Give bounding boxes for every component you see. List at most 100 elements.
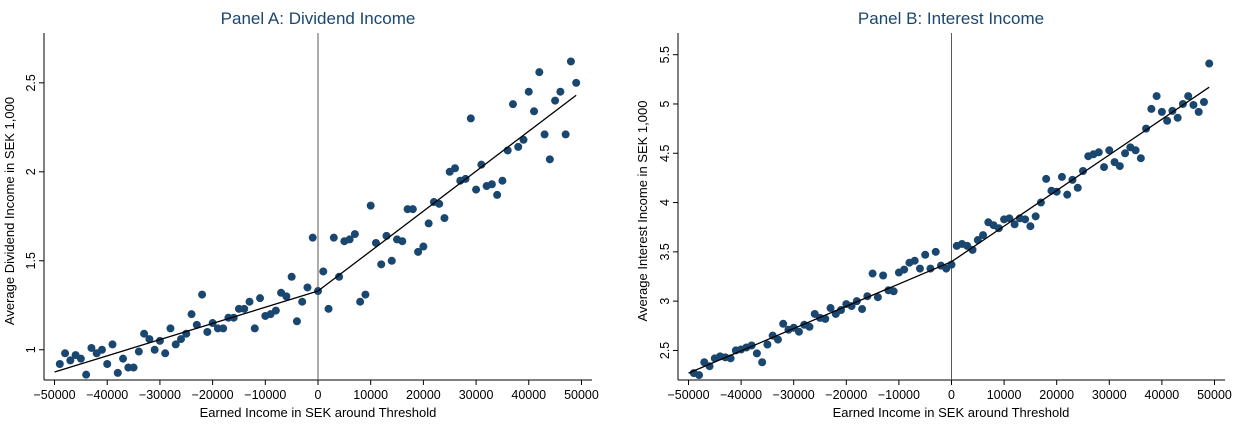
panel-a-data-point [166,324,175,333]
panel-b-data-point [1115,162,1124,171]
panel-a-data-point [561,130,570,139]
panel-a-data-point [298,297,307,306]
panel-a-data-point [451,164,459,173]
panel-b-x-tick-label: 10000 [987,388,1022,402]
panel-a-data-point [371,238,380,247]
panel-a-plot-area: −50000 −40000 −30000 −20000 −10000 0 10000 2000… [24,33,599,402]
panel-b-data-point [847,302,856,311]
panel-a-data-point [61,349,70,358]
panel-a-data-point [256,294,265,303]
panel-b-x-tick-label: −20000 [825,388,867,402]
panel-b-data-point [1042,174,1051,183]
panel-a-x-tick-label: 10000 [353,388,388,402]
panel-a-data-point [192,320,201,329]
panel-a-data-point [303,283,312,292]
panel-a-data-point [329,233,338,242]
panel-b-y-tick-label: 4.5 [658,145,672,162]
panel-b-data-point [968,245,977,254]
panel-b-title: Panel B: Interest Income [858,9,1044,28]
panel-a-data-point [108,340,117,349]
panel-a-y-tick-label: 2.5 [24,74,38,91]
panel-a-data-point [134,347,143,356]
panel-b-data-point [1100,163,1109,172]
panel-a-data-point [150,345,159,354]
panel-b-y-tick-label: 5 [658,100,672,107]
panel-a-data-point [424,219,433,228]
panel-b-plot-area: −50000 −40000 −30000 −20000 −10000 0 10000 2000… [658,33,1232,402]
panel-a-data-point [487,180,496,189]
panel-a-data-point [66,356,75,365]
panel-b-data-point [1105,146,1114,155]
panel-a-data-point [419,242,428,251]
panel-a-data-point [514,142,523,151]
panel-b-data-point [794,327,803,336]
panel-a-data-point [113,368,122,377]
panel-a-y-tick-label: 1 [24,346,38,353]
panel-a-data-point [545,155,554,164]
panel-b-data-point [1131,146,1140,155]
panel-b-data-point [695,371,704,380]
panel-a-x-tick-label: −10000 [244,388,286,402]
panel-a-data-point [366,201,375,210]
panel-a-data-point [292,317,301,326]
panel-a-data-point [556,87,565,96]
panel-b-data-point [889,287,898,296]
panel-b-y-axis-label: Average Interest Income in SEK 1,000 [635,101,650,322]
panel-b-y-tick-label: 4 [658,199,672,206]
panel-b-data-point [915,264,924,273]
panel-a-data-point [145,335,154,344]
panel-a-y-tick-label: 2 [24,168,38,175]
panel-a-data-point [82,370,91,379]
panel-b-x-tick-label: −50000 [667,388,709,402]
panel-b-data-point [763,340,772,349]
panel-b-data-point [1021,215,1030,224]
panel-a-data-point [119,354,128,363]
panel-b-data-point [1063,190,1072,199]
panel-b-data-point [1078,167,1087,176]
panel-b-x-tick-label: 40000 [1145,388,1180,402]
panel-b-data-point [1094,148,1103,157]
panel-b-data-point [994,224,1003,233]
panel-a-x-tick-label: 50000 [564,388,599,402]
panel-b-x-tick-label: 0 [948,388,955,402]
panel-b-data-point [873,293,882,302]
panel-a-data-point [530,107,539,116]
panel-a-data-point [361,290,370,299]
panel-b-interest-income: Panel B: Interest Income Average Interes… [635,9,1232,420]
panel-a-data-point [335,272,344,281]
panel-b-data-point [1157,107,1166,116]
panel-b-data-point [1189,100,1198,109]
panel-a-data-point [250,324,259,333]
panel-a-data-point [477,160,486,169]
panel-a-data-point [472,185,481,194]
panel-b-data-point [1163,116,1172,125]
panel-b-data-point [1026,222,1035,231]
panel-a-data-point [498,176,507,185]
panel-a-data-point [508,100,517,109]
panel-a-y-tick-label: 1.5 [24,252,38,269]
panel-b-fit-line-right [951,86,1210,263]
panel-a-data-point [566,57,575,66]
panel-a-data-point [350,230,359,239]
panel-a-data-point [324,304,333,313]
panel-b-data-point [1173,113,1182,122]
panel-a-x-tick-label: 20000 [406,388,441,402]
panel-a-data-point [198,290,207,299]
panel-b-data-point [758,358,767,367]
panel-a-data-point [171,340,180,349]
panel-a-data-point [97,345,106,354]
panel-b-data-point [773,335,782,344]
panel-b-y-tick-label: 5.5 [658,46,672,63]
panel-a-data-point [219,324,228,333]
panel-a-data-point [524,87,533,96]
panel-a-x-axis-label: Earned Income in SEK around Threshold [200,405,437,420]
panel-b-data-point [931,247,940,256]
panel-b-data-point [1136,154,1145,163]
panel-b-data-point [921,250,930,259]
panel-a-data-point [87,343,96,352]
panel-b-data-point [1073,183,1082,192]
panel-b-data-point [868,269,877,278]
panel-b-y-tick-label: 2.5 [658,342,672,359]
panel-a-data-point [282,292,291,301]
panel-a-data-point [129,363,138,372]
